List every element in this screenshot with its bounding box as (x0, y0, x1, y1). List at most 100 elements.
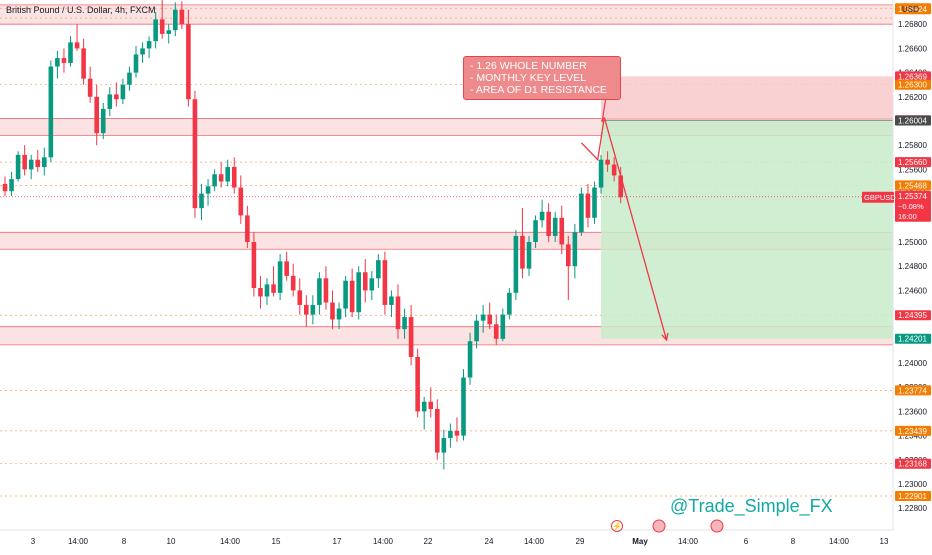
candle-body (179, 9, 185, 25)
candle-body (356, 272, 361, 313)
candle-body (467, 341, 473, 378)
price-level-label: 1.23439 (898, 427, 927, 436)
candle-body (35, 159, 41, 167)
candle-body (493, 324, 499, 339)
candle-body (225, 166, 230, 182)
candle-body (369, 278, 375, 291)
candle-body (500, 314, 506, 339)
candle-body (81, 48, 86, 79)
candle-body (585, 193, 591, 218)
y-tick-label: 1.23000 (898, 480, 927, 489)
x-tick-label: 8 (122, 537, 127, 546)
candle-body (120, 84, 126, 100)
y-tick-label: 1.26600 (898, 44, 927, 53)
x-tick-label: 6 (744, 537, 749, 546)
candle-body (304, 304, 309, 315)
price-level-label: 1.22901 (898, 492, 927, 501)
candle-body (598, 159, 604, 188)
price-level-label: 1.26300 (898, 81, 927, 90)
candle-body (100, 108, 106, 134)
candle-body (2, 183, 8, 192)
price-level-label: 1.26369 (898, 72, 927, 81)
candle-body (238, 187, 244, 216)
candle-body (454, 430, 460, 436)
y-tick-label: 1.24000 (898, 359, 927, 368)
y-tick-label: 1.24800 (898, 262, 927, 271)
y-tick-label: 1.26200 (898, 93, 927, 102)
candle-body (611, 164, 617, 176)
candle-body (218, 174, 224, 182)
candle-body (114, 94, 119, 100)
y-tick-label: 1.25800 (898, 141, 927, 150)
candle-body (231, 166, 237, 188)
price-level-label: 1.25660 (898, 158, 927, 167)
x-tick-label: 24 (485, 537, 494, 546)
candle-body (297, 290, 303, 305)
flag-event-icon (710, 519, 724, 533)
watermark: @Trade_Simple_FX (670, 496, 833, 516)
candle-body (245, 215, 250, 243)
candle-body (389, 296, 394, 305)
candle-body (205, 186, 211, 194)
candle-body (153, 19, 158, 42)
y-tick-label: 1.25600 (898, 165, 927, 174)
candle-body (258, 287, 263, 297)
price-level-label-box (895, 79, 931, 90)
candle-body (487, 314, 492, 325)
price-level-label-box (895, 458, 931, 469)
candle-body (533, 220, 538, 243)
symbol-tag-box (862, 191, 894, 203)
candle-body (376, 260, 381, 279)
candle-body (199, 193, 204, 209)
candle-body (42, 157, 47, 167)
candle-body (605, 159, 610, 165)
candle-body (546, 211, 551, 236)
candle-body (480, 314, 486, 321)
candle-body (140, 48, 145, 55)
candle-body (271, 284, 276, 293)
candle-body (55, 58, 60, 67)
candle-body (264, 284, 270, 297)
current-price-countdown: 16:00 (898, 212, 917, 221)
x-tick-label: 14:00 (829, 537, 850, 546)
candle-body (435, 408, 440, 453)
annotation-line-1: - 1.26 WHOLE NUMBER (470, 60, 587, 72)
take-profit-zone (601, 120, 893, 339)
candle-body (68, 42, 73, 63)
annotation-line-3: - AREA OF D1 RESISTANCE (470, 84, 607, 96)
annotation-line-2: - MONTHLY KEY LEVEL (470, 72, 587, 84)
candle-body (173, 9, 178, 31)
candle-body (87, 78, 93, 97)
y-tick-label: 1.23400 (898, 432, 927, 441)
y-tick-label: 1.24600 (898, 286, 927, 295)
y-tick-label: 1.25000 (898, 238, 927, 247)
candle-body (421, 401, 427, 412)
lightning-icon-glyph: ⚡ (612, 521, 622, 531)
x-tick-label: 13 (880, 537, 889, 546)
candle-body (618, 175, 623, 198)
candle-body (94, 96, 99, 134)
candle-body (133, 54, 139, 73)
candle-body (552, 217, 558, 236)
candle-body (566, 244, 571, 267)
flag-event-icon (652, 519, 666, 533)
price-level-label-box (895, 490, 931, 501)
price-level-label-box (895, 425, 931, 436)
candle-body (408, 317, 414, 357)
candle-body (395, 296, 401, 330)
candle-body (428, 401, 434, 409)
resistance-zone (0, 4, 893, 25)
currency-label: USD (902, 5, 919, 14)
x-tick-label: 14:00 (220, 537, 241, 546)
candle-body (127, 72, 132, 85)
candle-body (22, 154, 27, 170)
price-level-label: 1.24395 (898, 311, 927, 320)
x-tick-label: 3 (31, 537, 36, 546)
candle-body (362, 272, 368, 291)
candle-body (343, 280, 348, 309)
candle-body (277, 261, 283, 293)
x-tick-label: 14:00 (68, 537, 89, 546)
candle-body (402, 317, 407, 330)
